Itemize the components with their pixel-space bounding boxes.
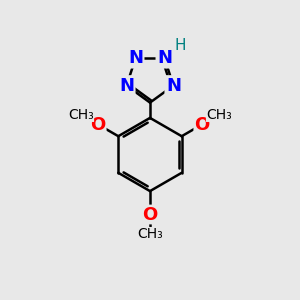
Text: N: N xyxy=(119,76,134,94)
Text: CH₃: CH₃ xyxy=(206,108,232,122)
Text: CH₃: CH₃ xyxy=(137,227,163,242)
Text: H: H xyxy=(174,38,186,53)
Text: O: O xyxy=(142,206,158,224)
Text: O: O xyxy=(194,116,210,134)
Text: N: N xyxy=(166,76,181,94)
Text: O: O xyxy=(90,116,106,134)
Text: CH₃: CH₃ xyxy=(68,108,94,122)
Text: N: N xyxy=(128,49,143,67)
Text: N: N xyxy=(157,49,172,67)
